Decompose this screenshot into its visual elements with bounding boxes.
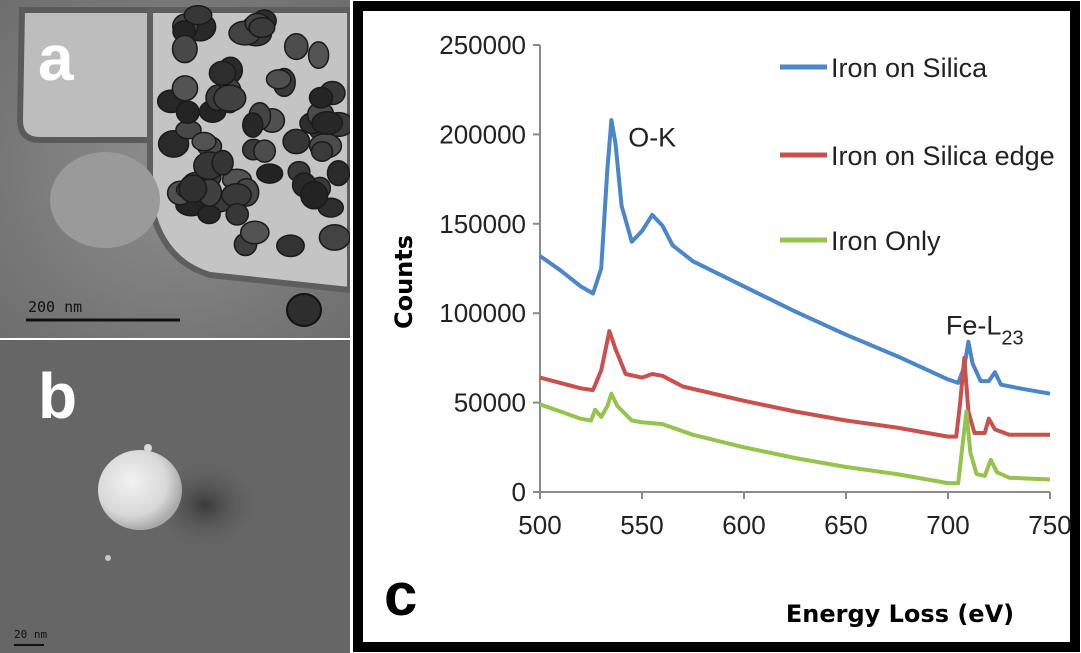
nanoparticle — [318, 223, 350, 251]
nanoparticle — [283, 33, 309, 61]
panel-c-letter: c — [384, 561, 417, 628]
nanoparticle — [310, 140, 334, 162]
chart-axes: 0 50000 100000 150000 200000 250000 500 550 600 6… — [439, 30, 1071, 540]
debris-speck — [144, 444, 152, 452]
panel-a-micrograph: a 200 nm — [0, 0, 350, 338]
x-tick-label: 700 — [926, 510, 969, 540]
isolated-nanoparticle — [286, 293, 322, 327]
nanoparticle — [213, 84, 247, 113]
y-axis-label: Counts — [390, 235, 418, 329]
series-line-iron-on-silica — [538, 118, 1051, 396]
x-axis-label: Energy Loss (eV) — [786, 600, 1014, 628]
x-tick-label: 550 — [620, 510, 663, 540]
x-tick-label: 650 — [824, 510, 867, 540]
nanoparticle — [183, 5, 213, 26]
nanoparticle — [175, 100, 200, 124]
annotations: O-K Fe-L23 — [628, 122, 1023, 349]
chart-frame — [353, 1, 1080, 652]
nanoparticle — [211, 149, 234, 176]
panel-b-letter: b — [38, 360, 77, 432]
film-ghost-region — [50, 152, 160, 248]
annotation-label: Fe-L23 — [946, 311, 1024, 350]
nanoparticle — [191, 131, 217, 152]
legend-label: Iron on Silica — [831, 53, 988, 83]
nanoparticle — [276, 234, 305, 258]
y-tick-label: 200000 — [439, 119, 526, 149]
nanoparticle — [256, 163, 284, 184]
nanoparticle — [171, 34, 198, 64]
x-tick-label: 600 — [722, 510, 765, 540]
nanoparticle — [307, 41, 330, 70]
nanoparticle — [197, 204, 221, 225]
x-tick-label: 750 — [1028, 510, 1071, 540]
x-tick-label: 500 — [518, 510, 561, 540]
nanoparticle — [308, 86, 334, 109]
nanoparticle — [171, 75, 199, 102]
panel-b-micrograph: b 20 nm — [0, 340, 350, 653]
panel-a-letter: a — [38, 22, 74, 94]
nanoparticle — [225, 202, 250, 226]
nanoparticle — [300, 180, 329, 210]
series-line-iron-only — [539, 391, 1051, 486]
eels-spectrum-chart: 0 50000 100000 150000 200000 250000 500 550 600 6… — [353, 1, 1080, 652]
debris-speck — [105, 555, 111, 561]
nanoparticle — [253, 139, 277, 163]
film-hole-left — [16, 7, 153, 143]
nanoparticle — [248, 17, 276, 39]
nanoparticle — [311, 111, 344, 135]
nanoparticle — [326, 159, 350, 187]
y-tick-label: 0 — [512, 477, 526, 507]
y-tick-label: 100000 — [439, 298, 526, 328]
series-layer — [538, 118, 1051, 486]
y-tick-label: 50000 — [454, 388, 526, 418]
nanoparticle — [265, 69, 292, 90]
nanoparticle — [282, 128, 311, 155]
nanoparticle — [178, 174, 208, 204]
y-tick-label: 150000 — [439, 209, 526, 239]
scale-label-b: 20 nm — [14, 628, 47, 641]
annotation-label: O-K — [628, 122, 676, 152]
series-line-iron-on-silica-edge — [539, 329, 1050, 439]
nanoparticle — [239, 220, 270, 245]
y-tick-label: 250000 — [439, 30, 526, 60]
legend: Iron on Silica Iron on Silica edge Iron On… — [780, 53, 1055, 256]
legend-label: Iron Only — [831, 226, 941, 256]
sem-particle — [98, 450, 182, 530]
legend-label: Iron on Silica edge — [831, 141, 1055, 171]
scale-label-a: 200 nm — [28, 298, 82, 316]
nanoparticle — [242, 112, 264, 138]
nanoparticle-cluster — [156, 5, 350, 258]
nanoparticle — [208, 60, 237, 86]
